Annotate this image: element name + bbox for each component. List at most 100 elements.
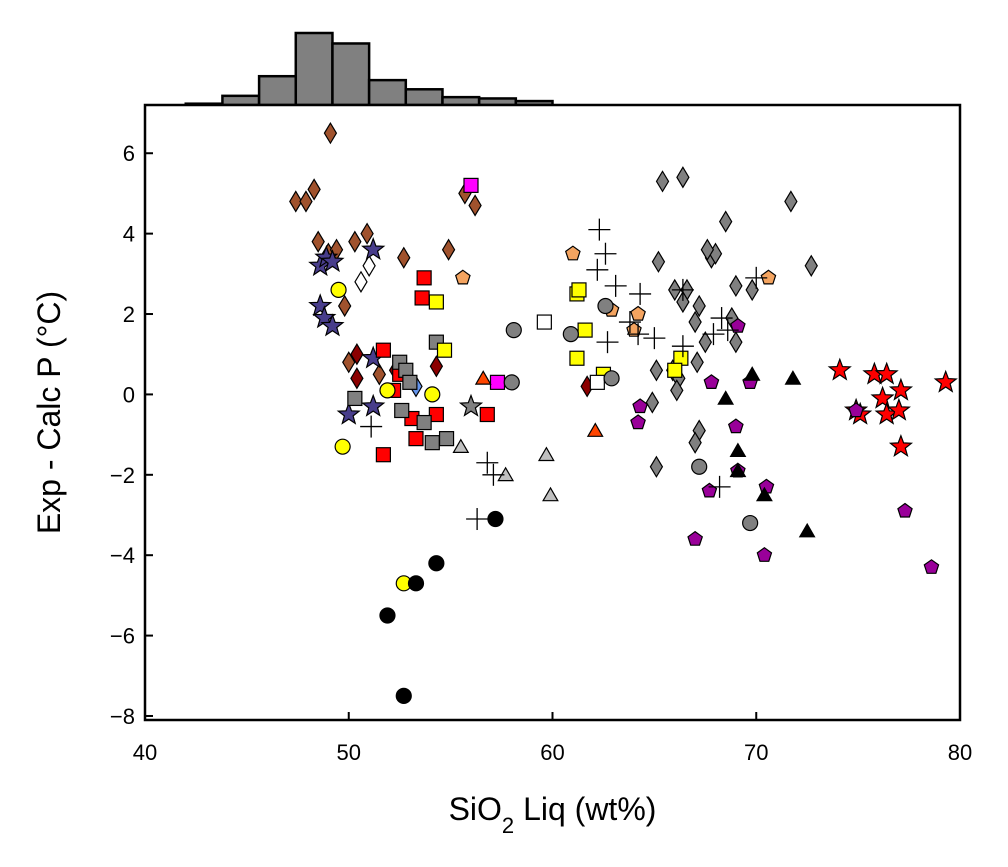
data-point-plus [671, 278, 694, 301]
marginal-histogram [184, 31, 554, 107]
data-point-plus [716, 319, 739, 342]
data-point-circle [562, 326, 579, 343]
data-point-pentagon [703, 374, 720, 389]
data-point-diamond [718, 210, 733, 233]
data-point-square [375, 342, 391, 358]
data-point-plus [708, 475, 731, 498]
data-point-pentagon [687, 530, 704, 546]
data-point-star [336, 401, 361, 425]
data-point-star [361, 236, 386, 260]
data-point-square [375, 447, 391, 463]
histogram-bar [294, 31, 334, 107]
data-point-diamond [655, 170, 670, 193]
data-point-star [874, 361, 899, 385]
data-point-square [436, 342, 453, 358]
data-point-triangle [537, 446, 555, 462]
histogram-bar [331, 42, 371, 107]
data-point-diamond [649, 359, 664, 382]
data-point-plus [671, 335, 694, 358]
data-point-triangle [474, 370, 492, 385]
x-axis-label-main: SiO [449, 791, 502, 827]
data-point-pentagon [727, 418, 744, 434]
data-point-diamond [651, 250, 666, 273]
data-point-diamond [362, 254, 376, 277]
data-point-diamond [372, 363, 387, 386]
data-point-circle [505, 321, 522, 339]
data-point-plus [604, 274, 627, 297]
data-point-diamond [323, 121, 338, 145]
data-point-plus [627, 323, 650, 346]
data-point-pentagon [756, 546, 773, 562]
y-tick-label: 4 [123, 222, 135, 247]
data-point-plus [618, 311, 641, 334]
data-point-diamond [468, 194, 482, 217]
data-point-circle [487, 510, 504, 528]
y-tick-label: −6 [110, 624, 135, 649]
data-point-plus [629, 282, 652, 305]
data-point-plus [476, 451, 499, 474]
data-point-diamond [688, 310, 702, 334]
data-point-square [479, 406, 495, 423]
data-point-diamond [676, 166, 690, 189]
data-point-square [394, 402, 410, 419]
data-point-square [416, 414, 432, 431]
histogram-bar [257, 74, 298, 107]
data-point-star [320, 249, 345, 273]
data-point-square [463, 177, 479, 193]
data-point-diamond [729, 330, 743, 354]
data-point-pentagon [760, 269, 777, 285]
data-point-triangle [729, 462, 747, 478]
data-point-plus [360, 415, 383, 438]
data-point-star [888, 433, 914, 457]
data-point-star [361, 393, 386, 417]
data-point-diamond [804, 254, 818, 277]
data-point-square [408, 431, 424, 447]
data-point-diamond [690, 351, 704, 374]
data-point-plus [466, 508, 489, 531]
data-point-circle [395, 687, 412, 704]
data-point-triangle [586, 422, 604, 437]
data-point-diamond [692, 294, 706, 318]
data-point-diamond [354, 270, 368, 294]
x-tick-label: 50 [337, 740, 361, 765]
x-axis-label: SiO2 Liq (wt%) [449, 791, 657, 838]
data-point-square [569, 350, 585, 366]
data-point-pentagon [630, 414, 646, 430]
histogram-bar [404, 88, 444, 107]
data-point-circle [503, 374, 520, 391]
data-point-diamond [307, 178, 321, 201]
data-point-pentagon [454, 269, 471, 285]
data-point-diamond [784, 190, 798, 213]
data-point-plus [594, 242, 617, 265]
data-point-circle [330, 281, 347, 299]
data-point-plus [643, 327, 666, 350]
y-tick-label: −4 [110, 543, 135, 568]
data-point-triangle [717, 390, 735, 405]
data-point-square [667, 362, 683, 378]
plot-frame [145, 105, 960, 720]
data-point-triangle [798, 522, 816, 538]
data-point-star [888, 377, 914, 401]
data-point-square [489, 374, 506, 390]
data-point-triangle [542, 486, 559, 502]
data-point-plus [588, 218, 611, 241]
data-point-circle [334, 438, 351, 455]
y-tick-label: −2 [110, 463, 135, 488]
data-point-square [536, 314, 552, 330]
data-point-triangle [784, 370, 802, 385]
data-point-square [577, 322, 593, 338]
data-point-pentagon [730, 317, 746, 333]
data-point-diamond [645, 391, 660, 414]
data-point-plus [745, 266, 768, 289]
y-tick-label: −8 [110, 704, 135, 729]
data-point-diamond [348, 230, 362, 253]
data-point-pentagon [632, 398, 648, 414]
data-point-star [458, 393, 484, 417]
data-point-star [933, 369, 958, 393]
data-point-triangle [755, 486, 773, 502]
data-point-square [438, 431, 455, 447]
data-point-square [428, 406, 444, 423]
data-point-triangle [743, 366, 761, 381]
x-axis-label-rest: Liq (wt%) [514, 791, 656, 827]
data-point-circle [424, 386, 441, 403]
